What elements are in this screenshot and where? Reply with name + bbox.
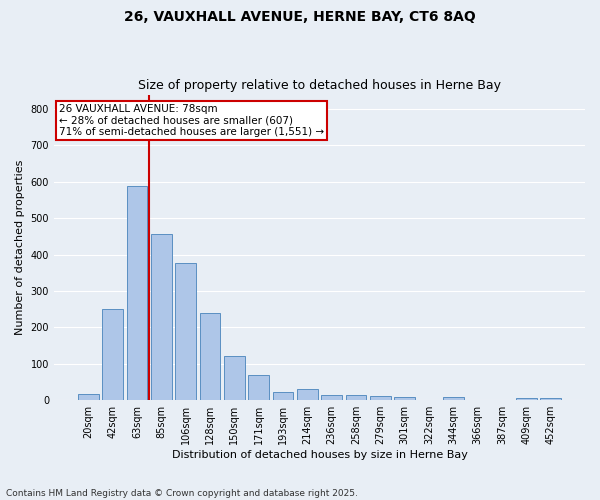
Bar (200, 313, 220, 400)
Bar (151, 234, 172, 400)
Bar (443, 396, 464, 400)
Bar (78, 394, 99, 400)
Title: Size of property relative to detached houses in Herne Bay: Size of property relative to detached ho… (138, 79, 501, 92)
Bar (127, 186, 148, 400)
Bar (321, 395, 342, 400)
Bar (103, 308, 123, 400)
Bar (370, 396, 391, 400)
Bar (540, 398, 561, 400)
X-axis label: Distribution of detached houses by size in Herne Bay: Distribution of detached houses by size … (172, 450, 467, 460)
Text: Contains HM Land Registry data © Crown copyright and database right 2025.: Contains HM Land Registry data © Crown c… (6, 488, 358, 498)
Text: 26 VAUXHALL AVENUE: 78sqm
← 28% of detached houses are smaller (607)
71% of semi: 26 VAUXHALL AVENUE: 78sqm ← 28% of detac… (59, 104, 325, 137)
Y-axis label: Number of detached properties: Number of detached properties (15, 160, 25, 335)
Bar (394, 396, 415, 400)
Bar (516, 398, 536, 400)
Bar (297, 390, 317, 400)
Bar (272, 392, 293, 400)
Bar (248, 376, 269, 400)
Bar (224, 356, 245, 400)
Bar (346, 395, 366, 400)
Text: 26, VAUXHALL AVENUE, HERNE BAY, CT6 8AQ: 26, VAUXHALL AVENUE, HERNE BAY, CT6 8AQ (124, 10, 476, 24)
Bar (175, 262, 196, 400)
